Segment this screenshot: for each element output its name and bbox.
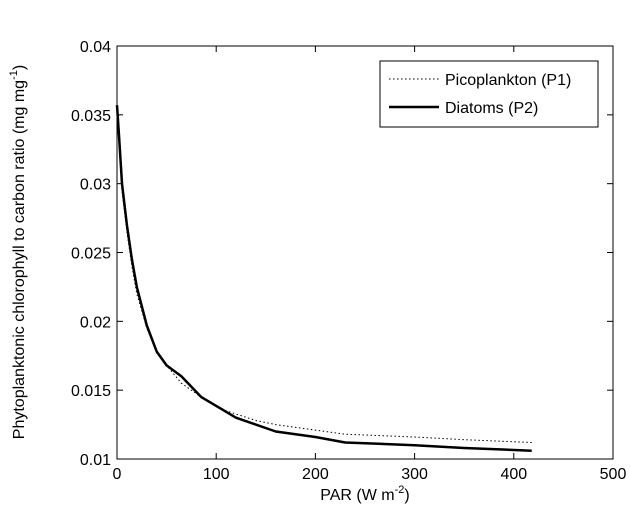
x-tick-label: 300 [401,466,428,483]
y-tick-label: 0.01 [80,452,111,469]
y-tick-label: 0.035 [71,108,111,125]
y-axis-ticks: 0.01 0.015 0.02 0.025 0.03 0.035 0.04 [71,39,613,469]
y-tick-label: 0.02 [80,314,111,331]
series-line-diatoms [115,105,532,452]
y-axis-label: Phytoplanktonic chlorophyll to carbon ra… [8,65,28,439]
legend-label-diatoms: Diatoms (P2) [445,100,538,117]
legend-box [379,60,599,128]
x-tick-label: 100 [203,466,230,483]
x-tick-label: 200 [302,466,329,483]
y-tick-label: 0.03 [80,177,111,194]
y-tick-label: 0.025 [71,246,111,263]
legend: Picoplankton (P1) Diatoms (P2) [379,60,599,128]
legend-label-picoplankton: Picoplankton (P1) [445,72,571,89]
x-tick-label: 500 [600,466,627,483]
y-tick-label: 0.015 [71,383,111,400]
series-group [115,105,532,452]
x-tick-label: 0 [113,466,122,483]
x-axis-ticks: 0 100 200 300 400 500 [113,46,627,483]
x-tick-label: 400 [500,466,527,483]
y-tick-label: 0.04 [80,39,111,56]
x-axis-label: PAR (W m-2) [320,484,409,504]
